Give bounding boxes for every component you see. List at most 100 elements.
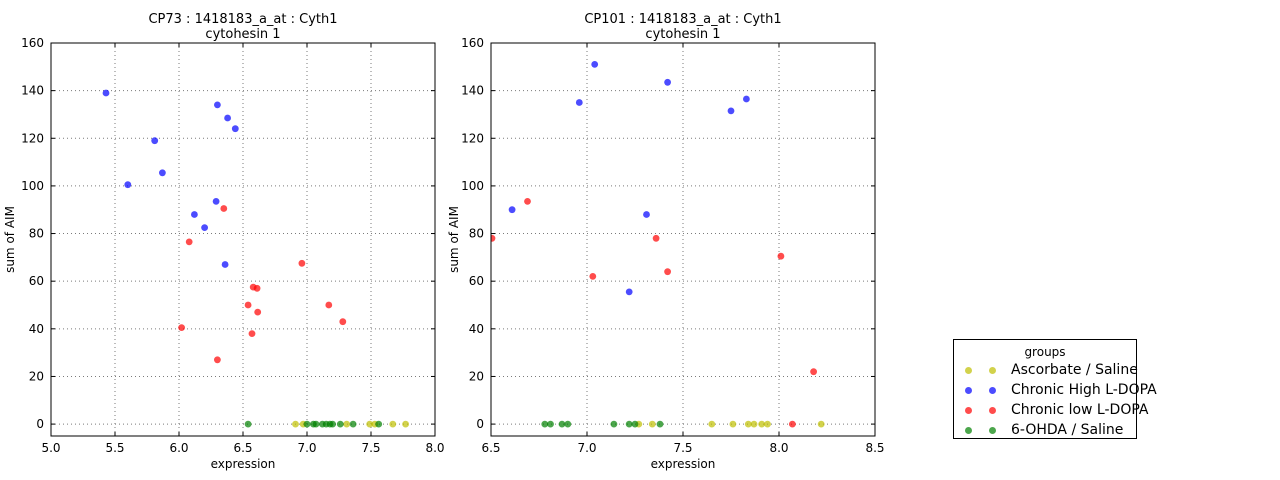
data-point bbox=[402, 420, 409, 428]
plot-title-line1: CP73 : 1418183_a_at : Cyth1 bbox=[148, 12, 337, 27]
x-tick-label: 7.0 bbox=[297, 441, 316, 455]
legend-item-chronic-low-ldopa: Chronic low L-DOPA bbox=[954, 400, 1149, 420]
data-point bbox=[220, 205, 228, 212]
data-point bbox=[389, 420, 397, 428]
data-point bbox=[727, 107, 735, 115]
data-point bbox=[124, 181, 132, 189]
y-tick-label: 60 bbox=[29, 274, 44, 288]
data-point bbox=[231, 125, 239, 133]
y-tick-label: 80 bbox=[469, 227, 484, 241]
data-point bbox=[789, 420, 796, 428]
y-tick-label: 60 bbox=[469, 274, 484, 288]
data-point bbox=[214, 356, 221, 364]
x-axis-label: expression bbox=[651, 457, 716, 471]
data-point bbox=[764, 420, 771, 428]
legend-item-chronic-high-ldopa: Chronic High L-DOPA bbox=[954, 380, 1157, 400]
data-point bbox=[102, 89, 110, 97]
legend: groups Ascorbate / Saline Chronic High L-… bbox=[953, 339, 1157, 440]
y-tick-label: 0 bbox=[476, 417, 484, 431]
data-point bbox=[491, 234, 496, 242]
legend-item-label: Chronic High L-DOPA bbox=[1011, 382, 1157, 398]
x-tick-label: 5.0 bbox=[41, 441, 60, 455]
y-tick-label: 0 bbox=[36, 417, 44, 431]
legend-item-6ohda-saline: 6-OHDA / Saline bbox=[954, 420, 1136, 440]
y-axis-label: sum of AIM bbox=[447, 206, 461, 273]
plot-title-line2: cytohesin 1 bbox=[205, 27, 280, 42]
data-point bbox=[339, 318, 347, 326]
data-point bbox=[292, 420, 299, 428]
left-plot-points bbox=[102, 89, 409, 428]
legend-items: Ascorbate / Saline Chronic High L-DOPA Chr… bbox=[954, 360, 1157, 440]
data-point bbox=[254, 308, 262, 316]
y-tick-label: 20 bbox=[469, 369, 484, 383]
x-tick-label: 7.0 bbox=[577, 441, 596, 455]
data-point bbox=[744, 420, 752, 428]
legend-marker-icon bbox=[964, 406, 972, 414]
data-point bbox=[325, 301, 333, 309]
data-point bbox=[298, 259, 306, 267]
legend-item-label: 6-OHDA / Saline bbox=[1011, 422, 1124, 438]
data-point bbox=[631, 420, 639, 428]
data-point bbox=[643, 211, 650, 218]
y-tick-label: 40 bbox=[469, 322, 484, 336]
data-point bbox=[817, 420, 825, 428]
y-tick-label: 160 bbox=[461, 36, 484, 50]
y-tick-label: 100 bbox=[21, 179, 44, 193]
legend-item-label: Ascorbate / Saline bbox=[1011, 362, 1138, 378]
data-point bbox=[201, 224, 209, 232]
y-tick-label: 80 bbox=[29, 227, 44, 241]
data-point bbox=[564, 420, 572, 428]
y-tick-label: 40 bbox=[29, 322, 44, 336]
y-tick-label: 20 bbox=[29, 369, 44, 383]
data-point bbox=[575, 99, 583, 106]
data-point bbox=[329, 420, 336, 428]
data-point bbox=[664, 78, 671, 86]
y-tick-label: 140 bbox=[461, 84, 484, 98]
data-point bbox=[212, 198, 220, 205]
legend-marker-icon bbox=[964, 386, 972, 394]
y-tick-label: 160 bbox=[21, 36, 44, 50]
data-point bbox=[159, 169, 166, 177]
x-tick-label: 8.0 bbox=[425, 441, 444, 455]
data-point bbox=[312, 420, 320, 428]
x-tick-label: 6.0 bbox=[169, 441, 188, 455]
data-point bbox=[221, 261, 229, 268]
plot-title-line2: cytohesin 1 bbox=[645, 27, 720, 42]
data-point bbox=[375, 420, 383, 428]
legend-marker-icon bbox=[964, 426, 972, 434]
legend-marker-icon bbox=[988, 406, 996, 414]
legend-title: groups bbox=[1024, 345, 1066, 359]
y-tick-label: 120 bbox=[461, 131, 484, 145]
data-point bbox=[349, 420, 357, 428]
data-point bbox=[664, 268, 671, 276]
x-axis-label: expression bbox=[211, 457, 276, 471]
left-plot: 5.0 5.5 6.0 6.5 7.0 7.5 8.0 0 20 40 60 80 100 120 140 1… bbox=[3, 12, 445, 471]
x-tick-label: 7.5 bbox=[361, 441, 380, 455]
data-point bbox=[729, 420, 737, 428]
data-point bbox=[610, 420, 618, 428]
data-point bbox=[366, 420, 374, 428]
legend-item-ascorbate-saline: Ascorbate / Saline bbox=[954, 360, 1138, 380]
data-point bbox=[524, 198, 531, 205]
data-point bbox=[810, 368, 817, 376]
y-tick-label: 100 bbox=[461, 179, 484, 193]
x-tick-label: 6.5 bbox=[481, 441, 500, 455]
data-point bbox=[656, 420, 664, 428]
x-tick-label: 7.5 bbox=[673, 441, 692, 455]
data-point bbox=[343, 420, 351, 428]
legend-marker-icon bbox=[988, 366, 996, 374]
data-point bbox=[558, 420, 566, 428]
legend-marker-icon bbox=[988, 386, 996, 394]
data-point bbox=[336, 420, 344, 428]
y-tick-label: 140 bbox=[21, 84, 44, 98]
x-tick-label: 8.5 bbox=[865, 441, 884, 455]
data-point bbox=[758, 420, 766, 428]
data-point bbox=[244, 420, 252, 428]
data-point bbox=[253, 284, 261, 292]
data-point bbox=[151, 137, 159, 145]
data-point bbox=[591, 61, 599, 68]
legend-item-label: Chronic low L-DOPA bbox=[1011, 402, 1149, 418]
x-tick-label: 8.0 bbox=[769, 441, 788, 455]
